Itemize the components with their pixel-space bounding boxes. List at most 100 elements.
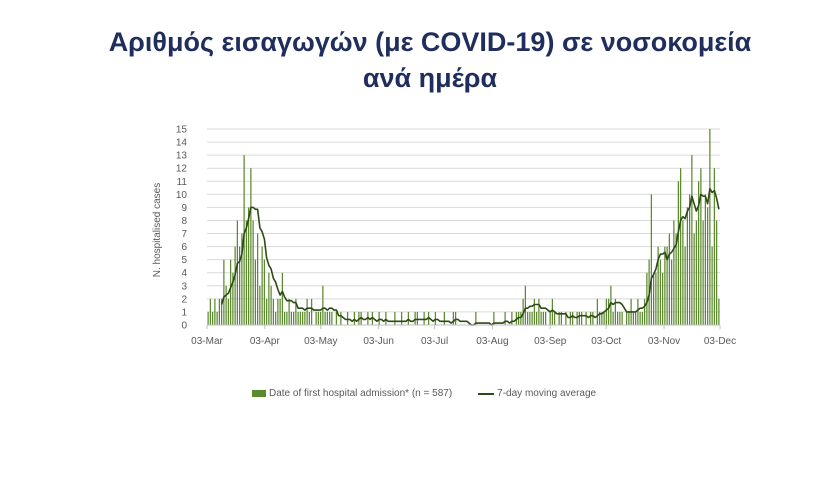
bar [704, 194, 706, 325]
bar [317, 311, 319, 325]
bar [214, 298, 216, 325]
bar [279, 298, 281, 325]
bar [216, 311, 218, 325]
bar [549, 311, 551, 325]
bar [529, 311, 531, 325]
bar-series [207, 129, 720, 325]
bar [268, 272, 270, 325]
bar [324, 311, 326, 325]
bar [227, 298, 229, 325]
bar [675, 233, 677, 325]
bar [245, 220, 247, 325]
bar [401, 311, 403, 325]
legend-item-bars: Date of first hospital admission* (n = 5… [252, 388, 452, 399]
bar [511, 311, 513, 325]
bar [207, 311, 209, 325]
bar [599, 311, 601, 325]
bar [646, 272, 648, 325]
legend-bar-swatch [252, 390, 266, 397]
bar [329, 311, 331, 325]
bar [538, 298, 540, 325]
x-tick-label: 03-Apr [250, 336, 281, 347]
bar [639, 311, 641, 325]
bar [650, 194, 652, 325]
bar [340, 311, 342, 325]
x-tick-label: 03-May [304, 336, 337, 347]
x-tick-label: 03-Oct [591, 336, 621, 347]
bar [677, 181, 679, 325]
legend-bar-label: Date of first hospital admission* (n = 5… [269, 388, 453, 399]
bar [673, 220, 675, 325]
y-tick-label: 12 [176, 164, 188, 175]
bar [635, 311, 637, 325]
y-tick-label: 0 [181, 321, 187, 332]
bar [628, 311, 630, 325]
bar [632, 311, 634, 325]
legend-item-line: 7-day moving average [478, 388, 596, 399]
bar [475, 311, 477, 325]
y-tick-label: 4 [181, 268, 187, 279]
bar [308, 311, 310, 325]
bar [223, 259, 225, 325]
bar [619, 311, 621, 325]
bar [452, 311, 454, 325]
x-tick-label: 03-Jun [363, 336, 394, 347]
bar [212, 311, 214, 325]
bar [603, 311, 605, 325]
bar [257, 233, 259, 325]
bar [605, 298, 607, 325]
bar [707, 207, 709, 325]
bar [626, 311, 628, 325]
bar [261, 246, 263, 325]
bar [263, 259, 265, 325]
bar [680, 168, 682, 325]
bar [295, 298, 297, 325]
legend-line-swatch [478, 392, 495, 395]
bar [250, 168, 252, 325]
bar [666, 246, 668, 325]
bar [259, 285, 261, 325]
bar [610, 285, 612, 325]
bar [520, 311, 522, 325]
bar [596, 298, 598, 325]
bar [209, 298, 211, 325]
bar [533, 298, 535, 325]
bar [320, 311, 322, 325]
page-title: Αριθμός εισαγωγών (με COVID-19) σε νοσοκ… [0, 24, 840, 96]
bar [718, 298, 720, 325]
bar [700, 168, 702, 325]
bar [252, 220, 254, 325]
bar [713, 168, 715, 325]
legend: Date of first hospital admission* (n = 5… [252, 388, 622, 399]
x-tick-label: 03-Sep [534, 336, 567, 347]
bar [551, 298, 553, 325]
bar [322, 285, 324, 325]
bar [407, 311, 409, 325]
bar [662, 272, 664, 325]
bar [248, 207, 250, 325]
bar [493, 311, 495, 325]
y-tick-label: 7 [181, 229, 187, 240]
bar [315, 311, 317, 325]
bar [698, 181, 700, 325]
title-line-2: ανά ημέρα [362, 63, 498, 93]
bar [560, 311, 562, 325]
bar [299, 311, 301, 325]
bar [230, 259, 232, 325]
bar [695, 220, 697, 325]
bar [578, 311, 580, 325]
bar [326, 311, 328, 325]
x-tick-label: 03-Dec [704, 336, 736, 347]
y-tick-label: 14 [176, 138, 188, 149]
bar [684, 246, 686, 325]
y-tick-label: 3 [181, 281, 187, 292]
y-tick-label: 15 [176, 125, 188, 136]
bar [241, 233, 243, 325]
bar [353, 311, 355, 325]
bar [394, 311, 396, 325]
bar [236, 220, 238, 325]
bar [702, 220, 704, 325]
bar [527, 311, 529, 325]
